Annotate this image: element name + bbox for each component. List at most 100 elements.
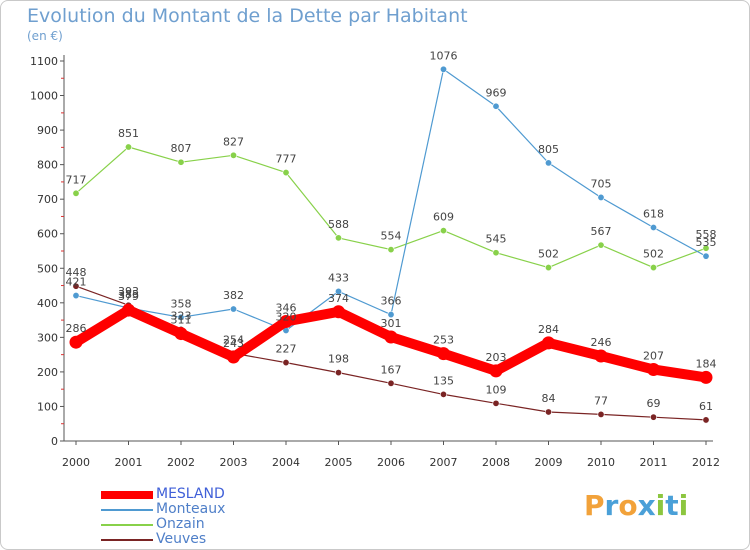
legend-swatch	[101, 524, 153, 526]
y-tick-label: 1100	[30, 55, 58, 68]
data-label-veuves: 393	[118, 285, 139, 298]
data-label-monteaux: 421	[66, 276, 87, 289]
data-point-onzain	[177, 158, 185, 166]
data-label-onzain: 502	[643, 248, 664, 261]
data-label-veuves: 198	[328, 353, 349, 366]
data-label-veuves: 323	[171, 309, 192, 322]
data-label-monteaux: 805	[538, 143, 559, 156]
chart-title: Evolution du Montant de la Dette par Hab…	[27, 5, 468, 27]
logo-letter: i	[678, 489, 689, 522]
data-point-mesland	[332, 305, 345, 319]
data-label-onzain: 567	[591, 225, 612, 238]
x-tick-label: 2009	[535, 456, 563, 469]
data-point-monteaux	[387, 311, 395, 319]
data-point-mesland	[174, 327, 188, 341]
data-point-veuves	[72, 282, 80, 290]
data-label-onzain: 851	[118, 127, 139, 140]
data-label-mesland: 346	[276, 301, 297, 314]
data-label-onzain: 807	[171, 142, 192, 155]
y-tick-label: 100	[37, 400, 58, 413]
data-label-mesland: 253	[433, 334, 454, 347]
x-tick-label: 2008	[482, 456, 510, 469]
y-tick-label: 0	[51, 435, 58, 448]
data-point-onzain	[230, 151, 238, 159]
data-label-onzain: 609	[433, 211, 454, 224]
data-label-veuves: 254	[223, 333, 244, 346]
data-label-monteaux: 1076	[430, 49, 458, 62]
data-point-monteaux	[597, 193, 605, 201]
data-label-mesland: 374	[328, 292, 349, 305]
y-tick-label: 700	[37, 193, 58, 206]
legend-swatch	[101, 539, 153, 541]
y-tick-label: 300	[37, 331, 58, 344]
data-point-veuves	[334, 369, 342, 377]
data-label-monteaux: 385	[118, 288, 139, 301]
data-point-mesland	[542, 336, 555, 350]
data-label-mesland: 301	[381, 317, 402, 330]
y-tick-label: 500	[37, 262, 58, 275]
logo-letter: o	[618, 489, 638, 522]
logo-letter: P	[584, 489, 605, 522]
data-label-mesland: 243	[223, 337, 244, 350]
data-point-onzain	[492, 249, 500, 257]
data-point-veuves	[439, 390, 447, 398]
proxiti-logo: Proxiti	[584, 489, 688, 522]
data-point-monteaux	[702, 252, 710, 260]
data-point-veuves	[387, 379, 395, 387]
legend-swatch	[101, 509, 153, 511]
data-label-onzain: 502	[538, 248, 559, 261]
data-label-veuves: 77	[594, 394, 608, 407]
data-label-monteaux: 358	[171, 297, 192, 310]
data-point-onzain	[125, 143, 133, 151]
data-label-mesland: 203	[486, 351, 507, 364]
data-label-veuves: 135	[433, 374, 454, 387]
data-point-mesland	[594, 349, 608, 363]
data-label-monteaux: 535	[696, 236, 717, 249]
data-point-onzain	[439, 227, 447, 235]
data-label-onzain: 558	[696, 228, 717, 241]
data-point-onzain	[387, 246, 395, 254]
data-point-onzain	[597, 241, 605, 249]
data-label-veuves: 69	[647, 397, 661, 410]
legend-label: Monteaux	[156, 501, 226, 517]
x-tick-label: 2007	[430, 456, 458, 469]
data-label-veuves: 227	[276, 343, 297, 356]
data-point-mesland	[384, 330, 398, 344]
x-tick-label: 2004	[272, 456, 300, 469]
data-label-mesland: 284	[538, 323, 559, 336]
data-point-monteaux	[334, 287, 342, 295]
data-point-onzain	[334, 234, 342, 242]
data-label-monteaux: 969	[486, 86, 507, 99]
data-point-monteaux	[544, 159, 552, 167]
data-point-onzain	[72, 189, 80, 197]
data-point-monteaux	[492, 102, 500, 110]
legend-swatch	[101, 491, 153, 499]
data-label-onzain: 588	[328, 218, 349, 231]
data-point-veuves	[492, 399, 500, 407]
data-point-mesland	[69, 335, 83, 349]
logo-letter: x	[637, 489, 656, 522]
data-label-veuves: 448	[66, 266, 87, 279]
legend-label: MESLAND	[156, 486, 225, 502]
logo-letter: t	[665, 489, 679, 522]
data-point-veuves	[282, 359, 290, 367]
x-tick-label: 2006	[377, 456, 405, 469]
data-point-monteaux	[177, 313, 185, 321]
data-label-monteaux: 382	[223, 289, 244, 302]
data-label-mesland: 246	[591, 336, 612, 349]
data-point-mesland	[489, 364, 503, 378]
data-label-veuves: 109	[486, 383, 507, 396]
data-point-monteaux	[439, 65, 447, 73]
data-label-onzain: 545	[486, 233, 507, 246]
data-label-monteaux: 320	[276, 310, 297, 323]
data-point-onzain	[649, 264, 657, 272]
data-point-veuves	[597, 410, 605, 418]
y-tick-label: 1000	[30, 90, 58, 103]
y-tick-label: 600	[37, 228, 58, 241]
data-label-mesland: 311	[171, 314, 192, 327]
data-point-monteaux	[72, 292, 80, 300]
data-label-mesland: 379	[118, 290, 139, 303]
data-point-mesland	[122, 303, 135, 317]
x-tick-label: 2005	[325, 456, 353, 469]
